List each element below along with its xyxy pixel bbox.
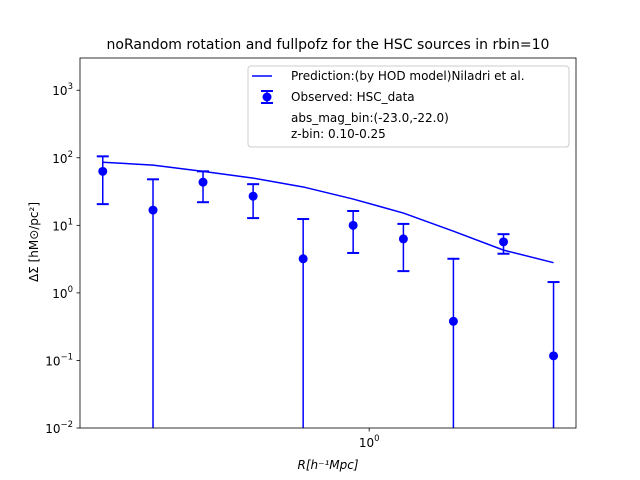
legend-label: Observed: HSC_data [291,90,415,104]
tick-label-base: 10 [45,354,60,368]
plot-frame [79,57,577,429]
data-point [549,351,559,361]
data-point [398,234,408,244]
plot-area [96,155,560,428]
legend-box [247,65,570,148]
tick-label-base: 10 [52,219,67,233]
prediction-line [102,161,554,264]
data-point [248,191,258,201]
tick-label-base: 10 [52,152,67,166]
data-point [348,220,358,230]
tick-label-exponent: 2 [68,150,73,160]
legend-label: Prediction:(by HOD model)Niladri et al. [291,69,525,83]
tick-label-exponent: 1 [68,217,73,227]
data-point [298,254,308,264]
tick-label: 100 [359,434,380,450]
data-point [98,166,108,176]
data-point [499,237,509,247]
legend-marker [262,92,272,102]
tick-label-exponent: −2 [60,420,73,430]
tick-label-exponent: 0 [374,434,379,444]
tick-label: 102 [52,150,73,166]
tick-label: 101 [52,217,73,233]
legend-note: z-bin: 0.10-0.25 [291,127,386,141]
tick-label-exponent: 3 [68,82,73,92]
tick-label: 10−1 [45,352,73,368]
tick-label: 103 [52,82,73,98]
tick-label-base: 10 [45,422,60,436]
tick-label: 10−2 [45,420,73,436]
tick-label-base: 10 [52,287,67,301]
tick-label-base: 10 [359,436,374,450]
legend-note: abs_mag_bin:(-23.0,-22.0) [291,111,449,125]
tick-label-exponent: −1 [60,352,73,362]
x-axis-label: R[h⁻¹Mpc] [297,458,358,472]
chart-title: noRandom rotation and fullpofz for the H… [107,37,550,53]
tick-label: 100 [52,285,73,301]
tick-label-base: 10 [52,84,67,98]
y-axis-label: ΔΣ [hM⊙/pc²] [27,202,41,282]
data-point [448,316,458,326]
tick-label-exponent: 0 [68,285,73,295]
data-point [148,205,158,215]
data-point [198,177,208,187]
